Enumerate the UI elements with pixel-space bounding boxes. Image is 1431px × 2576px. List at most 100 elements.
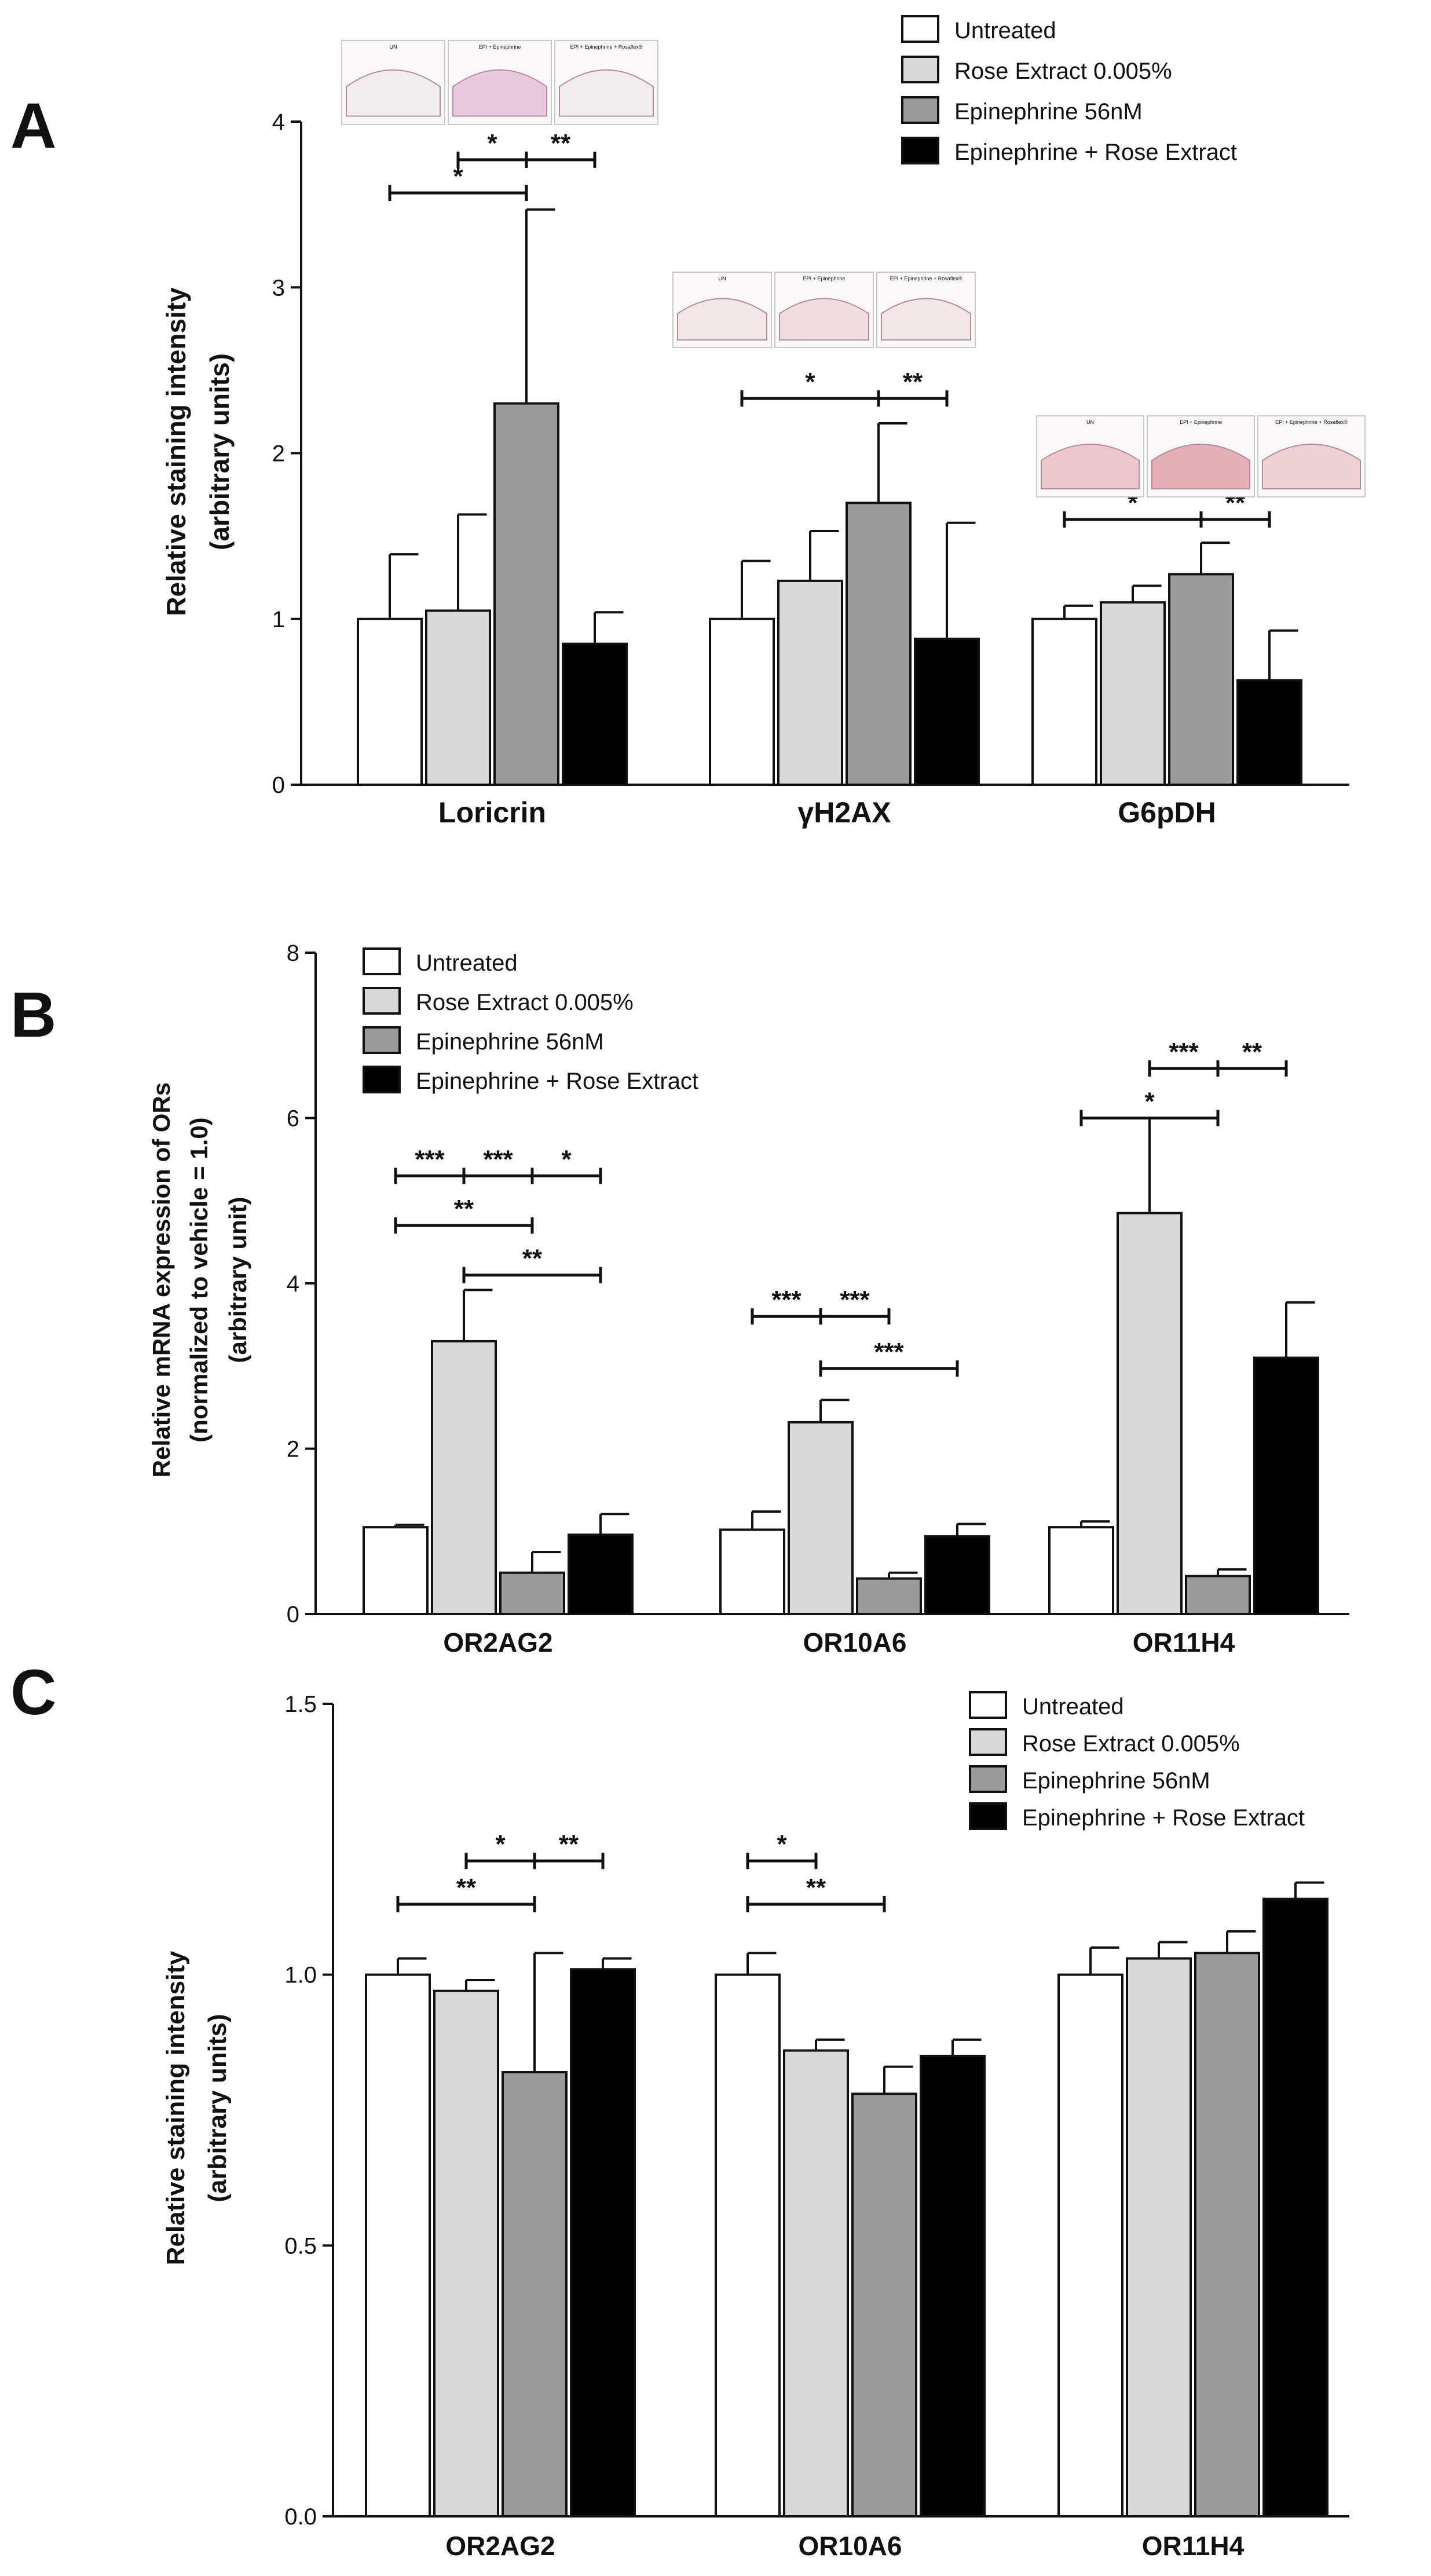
significance-label: ** (806, 1874, 826, 1902)
micrograph-tissue (881, 298, 971, 341)
significance-label: *** (840, 1286, 870, 1314)
legend-swatch (363, 947, 401, 975)
legend-swatch (363, 987, 401, 1015)
panel-a: A 0 1 2 3 4 Relative staining intensity (arbitr… (10, 15, 1366, 829)
bar (493, 402, 559, 786)
legend-swatch (901, 15, 939, 43)
legend-entry: Epinephrine 56nM (1022, 1768, 1210, 1794)
micrograph-label: EPI + Epinephrine (1180, 419, 1222, 425)
significance-label: *** (415, 1145, 445, 1173)
significance-label: ** (551, 129, 571, 158)
micrograph-label: EPI + Epinephrine (803, 276, 846, 281)
y-axis-label: (arbitrary units) (203, 2014, 232, 2202)
bar (365, 1973, 431, 2518)
bar (783, 2049, 849, 2518)
x-category-label: OR10A6 (803, 1627, 907, 1657)
panel-b: B 0 2 4 6 8 Relative mRNA expression of ORs (no… (10, 941, 1349, 1657)
micrograph-tissue (1151, 444, 1250, 489)
micrograph-tissue (1041, 444, 1140, 489)
panel-letter: A (10, 90, 56, 162)
significance-label: *** (483, 1145, 513, 1173)
y-tick-label: 0.0 (284, 2504, 317, 2530)
micrograph-label: UN (1086, 419, 1094, 425)
bar (562, 642, 628, 786)
bar (1262, 1897, 1328, 2518)
y-tick-label: 2 (272, 441, 285, 467)
legend-entry: Epinephrine 56nM (416, 1029, 604, 1055)
significance-label: ** (456, 1874, 477, 1902)
micrograph-label: EPI + Epinephrine + Rosaflex® (1275, 419, 1348, 425)
y-tick-label: 0 (287, 1602, 299, 1627)
y-tick-label: 1 (272, 607, 285, 632)
y-axis-label: (arbitrary units) (204, 353, 235, 550)
bar (1194, 1952, 1260, 2518)
y-tick-label: 1.0 (284, 1963, 317, 1988)
y-tick-label: 6 (287, 1106, 299, 1132)
y-axis-label: (normalized to vehicle = 1.0) (185, 1117, 213, 1442)
micrograph-tissue (677, 298, 767, 341)
y-axis-label: Relative staining intensity (162, 1951, 190, 2265)
bar (431, 1340, 497, 1616)
micrograph-tissue (346, 69, 441, 117)
significance-label: * (805, 368, 815, 396)
micrograph-label: UN (390, 44, 397, 50)
bar (1168, 573, 1234, 786)
bar (924, 1535, 990, 1615)
y-axis-label: (arbitrary unit) (224, 1196, 251, 1363)
bar (1185, 1575, 1251, 1615)
x-category-label: OR2AG2 (445, 2531, 555, 2561)
bar (851, 2092, 917, 2518)
legend-swatch (901, 137, 939, 164)
x-category-label: OR11H4 (1142, 2531, 1245, 2561)
micrograph-tissue (779, 298, 869, 341)
significance-label: ** (454, 1195, 474, 1223)
bar (1048, 1526, 1114, 1616)
bar (568, 1533, 634, 1615)
legend-swatch (969, 1691, 1007, 1719)
significance-label: ** (1242, 1038, 1262, 1066)
micrograph-label: UN (719, 276, 726, 281)
bar (570, 1968, 636, 2518)
legend-swatch (901, 96, 939, 124)
y-axis-label: Relative staining intensity (161, 287, 191, 616)
bar (433, 1989, 499, 2518)
bar (1253, 1356, 1319, 1616)
bar (1100, 601, 1166, 786)
micrograph-label: EPI + Epinephrine (479, 44, 521, 50)
bar (1057, 1973, 1123, 2518)
y-tick-label: 0.5 (284, 2233, 317, 2259)
bar (363, 1526, 429, 1616)
significance-label: * (495, 1830, 506, 1858)
significance-label: ** (522, 1245, 543, 1273)
bar (499, 1571, 565, 1615)
panel-letter: B (10, 979, 56, 1051)
legend-entry: Untreated (416, 950, 518, 976)
bar (502, 2071, 568, 2518)
y-axis-label: Relative mRNA expression of ORs (148, 1082, 175, 1477)
y-tick-label: 4 (272, 109, 285, 135)
significance-label: *** (1169, 1038, 1199, 1066)
bar (1236, 679, 1302, 786)
bar (357, 617, 423, 786)
bar (425, 609, 491, 786)
bar (1126, 1957, 1192, 2518)
legend-swatch (969, 1728, 1007, 1756)
legend-entry: Rose Extract 0.005% (416, 990, 634, 1015)
legend-entry: Epinephrine + Rose Extract (416, 1069, 698, 1094)
significance-label: * (487, 129, 497, 158)
bar (914, 638, 980, 786)
legend-entry: Untreated (1022, 1694, 1124, 1719)
legend-entry: Rose Extract 0.005% (1022, 1731, 1240, 1757)
bar (777, 579, 843, 786)
y-tick-label: 2 (287, 1437, 299, 1462)
micrograph-label: EPI + Epinephrine + Rosaflex® (890, 276, 962, 281)
significance-label: * (777, 1830, 787, 1858)
bar (709, 617, 775, 786)
panel-letter: C (10, 1657, 56, 1728)
micrograph-tissue (1262, 444, 1361, 489)
x-category-label: G6pDH (1118, 796, 1216, 829)
significance-label: * (561, 1145, 572, 1173)
x-category-label: Loricrin (438, 796, 546, 829)
bar (715, 1973, 781, 2518)
